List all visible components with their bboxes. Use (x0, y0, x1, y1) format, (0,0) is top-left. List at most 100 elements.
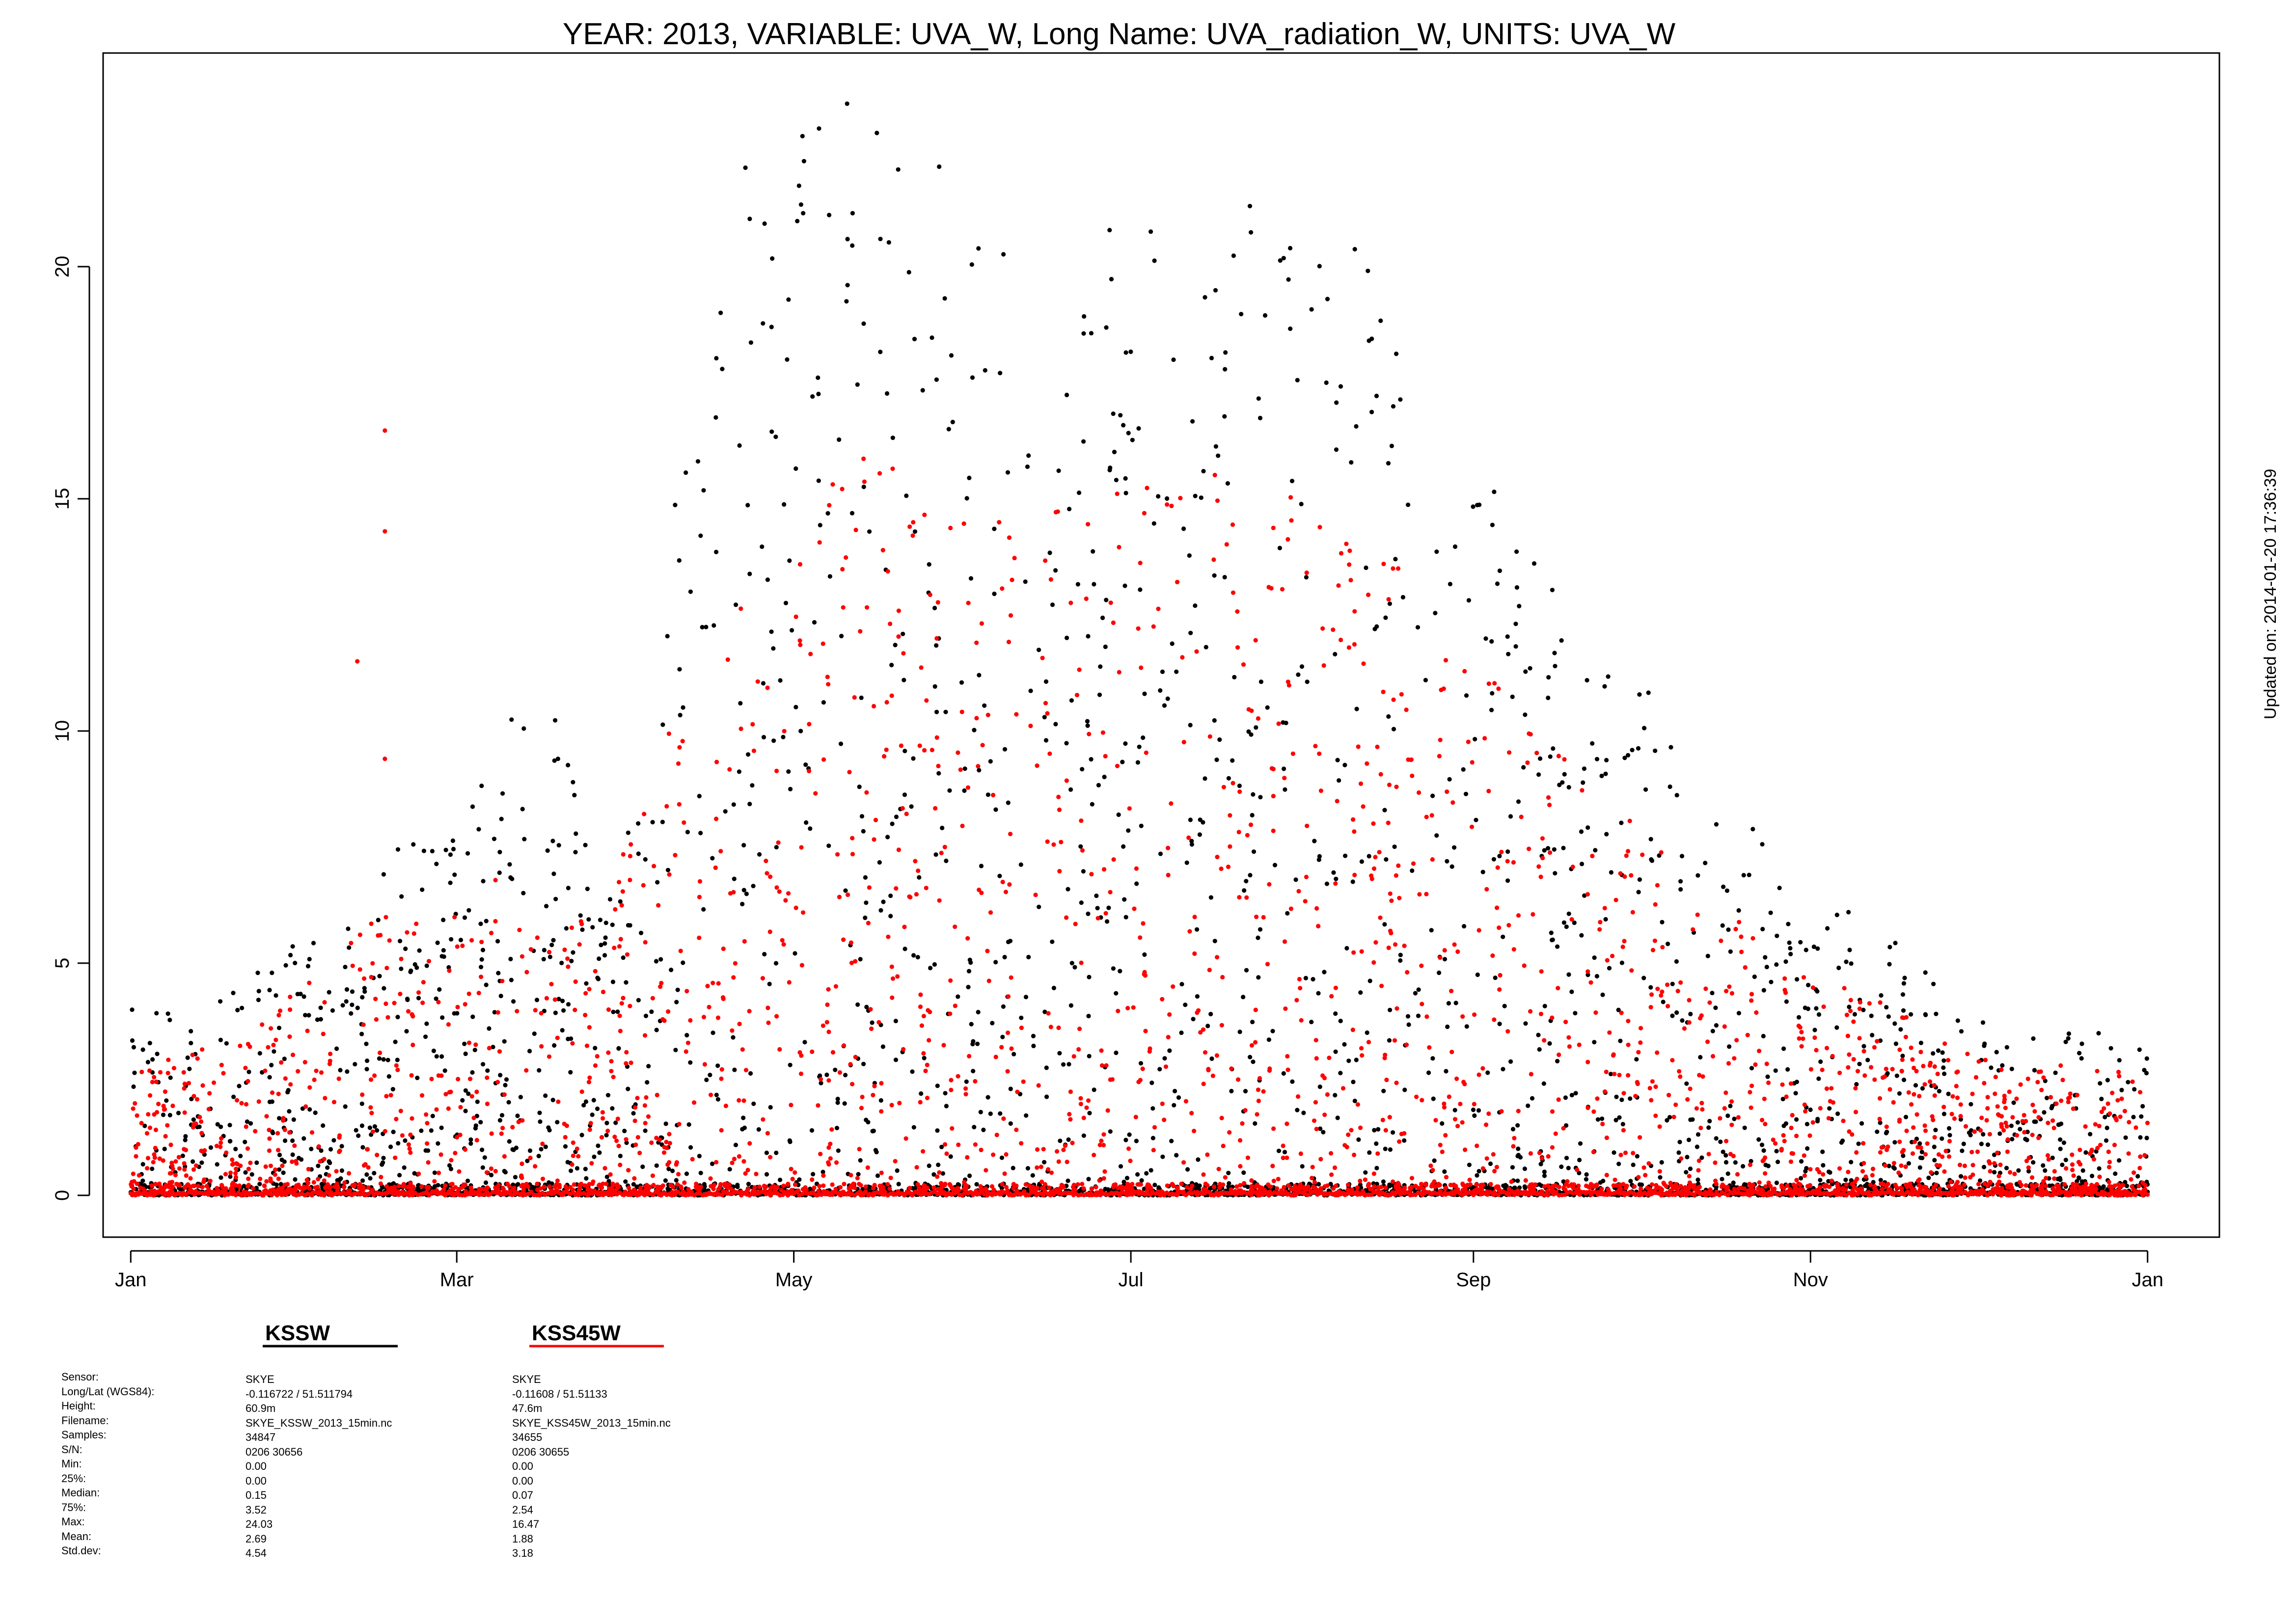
data-point (1237, 1029, 1242, 1034)
data-point (1196, 1185, 1201, 1190)
data-point (1080, 848, 1085, 853)
data-point (863, 875, 868, 880)
data-point (615, 1009, 620, 1014)
data-point (1917, 1094, 1922, 1099)
data-point (214, 1143, 219, 1148)
data-point (745, 503, 750, 508)
data-point (1148, 1168, 1153, 1173)
data-point (1542, 1038, 1547, 1043)
data-point (1109, 277, 1114, 282)
data-point (785, 357, 790, 362)
data-point (547, 1054, 552, 1059)
data-point (1095, 906, 1100, 911)
data-point (280, 1164, 285, 1168)
data-point (2010, 1115, 2015, 1120)
data-point (1756, 1137, 1761, 1142)
data-point (714, 356, 719, 361)
data-point (356, 1133, 361, 1138)
data-point (137, 1173, 141, 1178)
data-point (618, 1154, 623, 1159)
data-point (1107, 467, 1112, 473)
data-point (1372, 1128, 1377, 1133)
data-point (295, 992, 300, 997)
data-point (1416, 987, 1421, 992)
data-point (497, 850, 502, 855)
data-point (1674, 793, 1679, 798)
data-point (1946, 1057, 1951, 1063)
data-point (1229, 1066, 1234, 1071)
data-point (1959, 1029, 1964, 1034)
data-point (437, 987, 442, 992)
data-point (369, 1110, 374, 1115)
data-point (1820, 1067, 1825, 1072)
data-point (624, 980, 629, 985)
data-point (1581, 780, 1585, 785)
data-point (2004, 1045, 2009, 1050)
data-point (595, 1054, 600, 1059)
data-point (919, 1091, 924, 1096)
data-point (642, 812, 647, 816)
data-point (1947, 1133, 1952, 1137)
data-point (666, 1166, 671, 1171)
data-point (1321, 1130, 1326, 1135)
data-point (1452, 544, 1458, 549)
data-point (1926, 1175, 1931, 1180)
data-point (1347, 548, 1352, 553)
data-point (1066, 1062, 1071, 1067)
data-point (1449, 864, 1454, 869)
data-point (688, 589, 693, 594)
data-point (757, 1185, 762, 1190)
data-point (843, 888, 848, 893)
data-point (764, 1172, 769, 1177)
data-point (1235, 645, 1240, 650)
data-point (1906, 1161, 1911, 1166)
data-point (878, 237, 883, 242)
data-point (920, 388, 925, 393)
data-point (2044, 1095, 2050, 1101)
data-point (1796, 1015, 1802, 1020)
data-point (1430, 793, 1435, 798)
data-point (1208, 1012, 1213, 1017)
data-point (466, 1091, 471, 1096)
data-point (2139, 1114, 2144, 1119)
data-point (789, 1103, 793, 1108)
data-point (269, 1062, 274, 1068)
data-point (1352, 829, 1357, 834)
data-point (1151, 624, 1156, 629)
data-point (1960, 1148, 1965, 1153)
data-point (750, 783, 755, 788)
data-point (1342, 1042, 1347, 1047)
data-point (776, 840, 781, 845)
data-point (1890, 1067, 1895, 1072)
data-point (967, 1173, 972, 1178)
data-point (683, 470, 688, 475)
data-point (2032, 1119, 2037, 1124)
data-point (820, 1169, 825, 1174)
data-point (140, 1178, 145, 1183)
data-point (231, 991, 236, 996)
data-point (1141, 735, 1146, 740)
data-point (1942, 1169, 1947, 1174)
data-point (1392, 844, 1397, 849)
data-point (1743, 965, 1748, 970)
data-point (1043, 701, 1048, 705)
data-point (979, 1147, 984, 1152)
data-point (482, 1155, 487, 1160)
data-point (636, 998, 641, 1002)
data-point (1230, 781, 1235, 785)
data-point (1043, 558, 1048, 563)
data-point (1364, 565, 1368, 570)
data-point (817, 126, 821, 131)
data-point (1047, 550, 1052, 555)
data-point (879, 1109, 884, 1114)
data-point (1628, 1096, 1633, 1101)
data-point (797, 638, 802, 643)
data-point (532, 1031, 537, 1036)
data-point (1367, 1150, 1372, 1155)
data-point (819, 1081, 823, 1085)
data-point (368, 1176, 373, 1181)
data-point (604, 1133, 609, 1137)
data-point (447, 1163, 452, 1168)
data-point (493, 919, 498, 924)
data-point (449, 937, 454, 942)
